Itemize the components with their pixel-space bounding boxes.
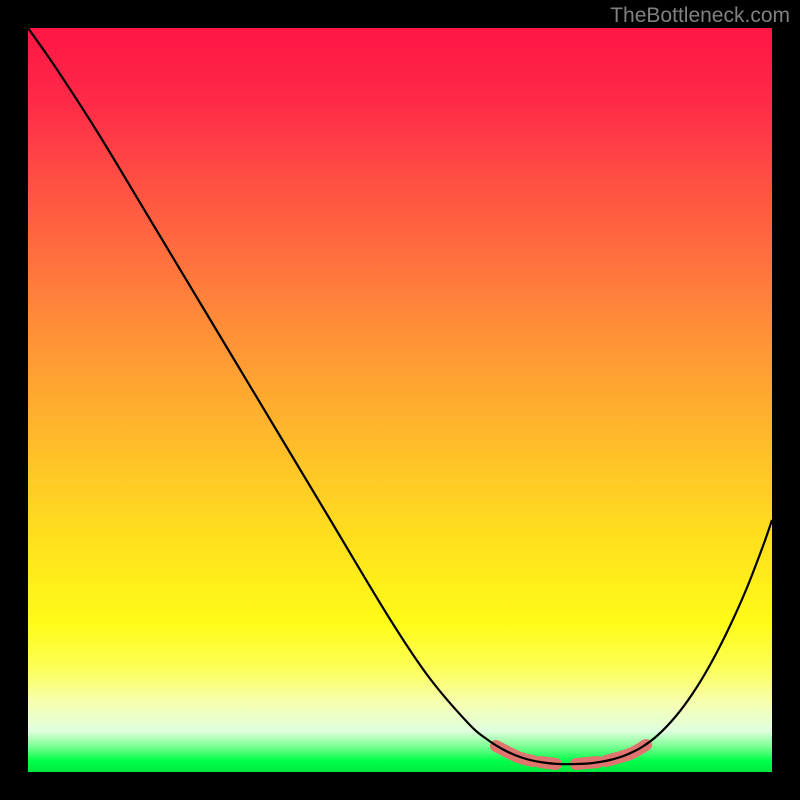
marker-band — [496, 745, 646, 764]
main-curve — [28, 28, 772, 764]
chart-curve-layer — [28, 28, 772, 772]
chart-area — [28, 28, 772, 772]
watermark-text: TheBottleneck.com — [610, 4, 790, 28]
